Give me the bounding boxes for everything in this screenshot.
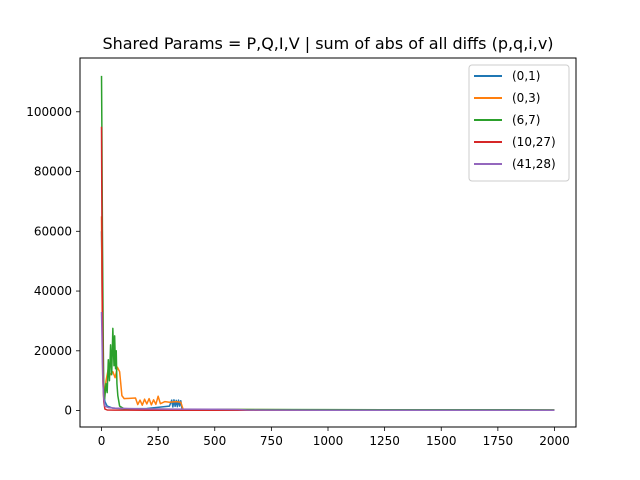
- series-layer: [100, 75, 555, 412]
- x-tick-label: 1000: [313, 434, 344, 448]
- series-line-1: [100, 216, 555, 411]
- legend: (0,1) (0,3) (6,7) (10,27) (41,28): [468, 64, 570, 182]
- legend-label-4: (41,28): [512, 157, 556, 171]
- y-tick-label: 60000: [34, 224, 72, 238]
- x-tick-label: 750: [260, 434, 283, 448]
- y-tick-label: 80000: [34, 165, 72, 179]
- x-axis: 0 250 500 750 1000 1250 1500 1750 2000: [98, 427, 570, 448]
- chart-title: Shared Params = P,Q,I,V | sum of abs of …: [102, 34, 553, 53]
- y-axis: 0 20000 40000 60000 80000 100000: [26, 105, 80, 418]
- x-tick-label: 0: [98, 434, 106, 448]
- legend-label-1: (0,3): [512, 91, 540, 105]
- series-line-4: [100, 311, 555, 412]
- legend-label-2: (6,7): [512, 113, 540, 127]
- legend-label-0: (0,1): [512, 69, 540, 83]
- x-tick-label: 500: [203, 434, 226, 448]
- legend-label-3: (10,27): [512, 135, 556, 149]
- x-tick-label: 1250: [369, 434, 400, 448]
- x-tick-label: 250: [147, 434, 170, 448]
- y-tick-label: 20000: [34, 344, 72, 358]
- y-tick-label: 100000: [26, 105, 72, 119]
- x-tick-label: 1750: [483, 434, 514, 448]
- legend-box: [468, 64, 570, 182]
- series-line-0: [100, 231, 555, 412]
- y-tick-label: 40000: [34, 284, 72, 298]
- x-tick-label: 2000: [539, 434, 570, 448]
- x-tick-label: 1500: [426, 434, 457, 448]
- y-tick-label: 0: [64, 404, 72, 418]
